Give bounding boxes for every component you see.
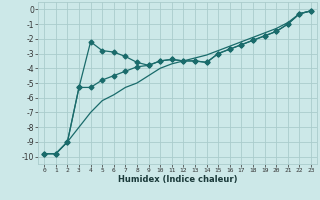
X-axis label: Humidex (Indice chaleur): Humidex (Indice chaleur) [118,175,237,184]
